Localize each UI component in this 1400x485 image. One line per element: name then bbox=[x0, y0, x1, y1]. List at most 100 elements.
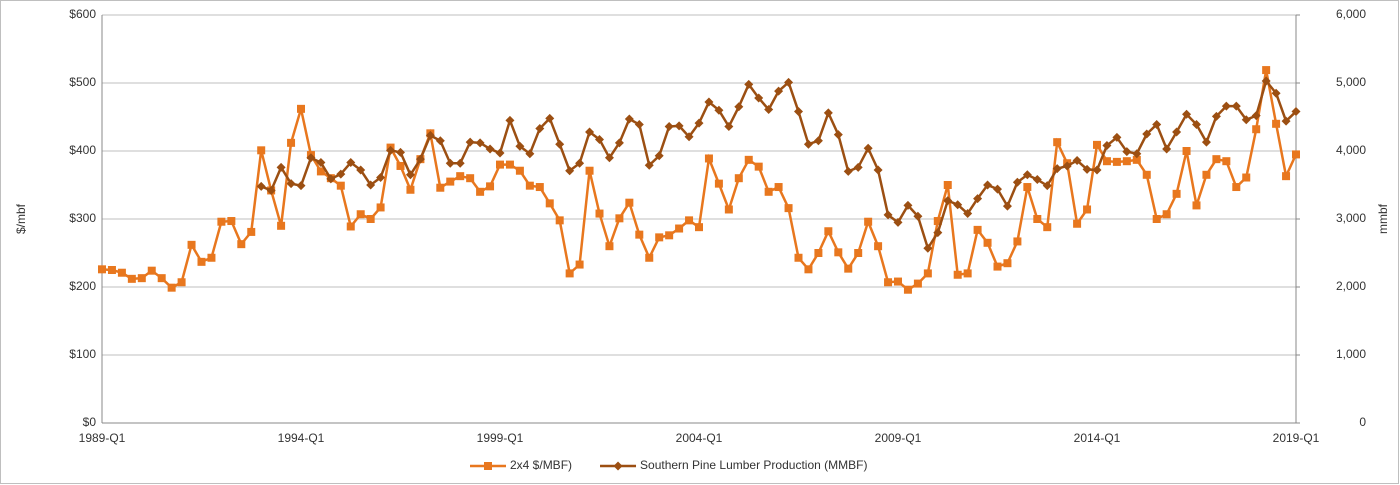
point bbox=[1032, 175, 1042, 185]
point bbox=[1003, 259, 1012, 268]
point bbox=[1291, 107, 1301, 117]
y2-axis-label: mmbf bbox=[1376, 203, 1390, 234]
point bbox=[923, 269, 932, 278]
legend-label: 2x4 $/MBF) bbox=[510, 458, 572, 472]
point bbox=[1112, 157, 1121, 166]
point bbox=[1023, 183, 1032, 192]
point bbox=[973, 225, 982, 234]
point bbox=[764, 105, 774, 115]
point bbox=[993, 184, 1002, 194]
point bbox=[346, 222, 355, 231]
point bbox=[714, 105, 724, 115]
point bbox=[237, 240, 246, 249]
point bbox=[575, 158, 585, 168]
point bbox=[445, 158, 455, 168]
point bbox=[545, 113, 555, 123]
point bbox=[227, 217, 236, 226]
point bbox=[1221, 101, 1231, 111]
point bbox=[595, 134, 604, 144]
point bbox=[1262, 66, 1271, 75]
point bbox=[177, 278, 186, 287]
point bbox=[983, 180, 993, 190]
point bbox=[277, 221, 286, 230]
point bbox=[1241, 115, 1251, 125]
point bbox=[963, 209, 973, 219]
point bbox=[874, 242, 883, 251]
point bbox=[1073, 219, 1082, 228]
point bbox=[496, 160, 504, 169]
y-tick-label: $200 bbox=[69, 279, 96, 293]
point bbox=[446, 177, 455, 186]
point bbox=[605, 242, 614, 251]
point bbox=[784, 77, 794, 87]
point bbox=[595, 209, 604, 218]
point bbox=[1162, 144, 1172, 154]
point bbox=[167, 283, 176, 292]
point bbox=[197, 257, 206, 266]
point bbox=[1192, 119, 1201, 129]
point bbox=[316, 158, 326, 168]
point bbox=[774, 86, 784, 96]
point bbox=[565, 166, 575, 176]
point bbox=[525, 181, 534, 190]
point bbox=[366, 215, 375, 223]
point bbox=[585, 166, 594, 175]
point bbox=[843, 166, 853, 176]
y-tick-label: $400 bbox=[69, 143, 96, 157]
point bbox=[396, 161, 405, 170]
point bbox=[604, 153, 614, 163]
y2-tick-label: 2,000 bbox=[1336, 279, 1366, 293]
point bbox=[913, 211, 923, 221]
point bbox=[1002, 201, 1012, 211]
point bbox=[923, 243, 933, 253]
point bbox=[1272, 119, 1281, 128]
point bbox=[903, 200, 913, 210]
y-tick-label: $0 bbox=[83, 415, 97, 429]
point bbox=[535, 124, 545, 134]
point bbox=[276, 162, 286, 172]
point bbox=[1172, 127, 1182, 137]
point bbox=[834, 248, 843, 257]
point bbox=[405, 170, 415, 180]
point bbox=[1271, 88, 1281, 98]
point bbox=[724, 205, 733, 214]
point bbox=[664, 122, 674, 132]
point bbox=[555, 216, 564, 225]
point bbox=[1042, 181, 1052, 191]
point bbox=[894, 277, 902, 286]
point bbox=[675, 224, 684, 233]
point bbox=[754, 93, 764, 103]
point bbox=[973, 194, 983, 204]
point bbox=[217, 217, 226, 226]
point bbox=[1022, 170, 1032, 180]
x-tick-label: 1999-Q1 bbox=[477, 431, 524, 445]
point bbox=[873, 165, 883, 175]
point bbox=[714, 179, 723, 188]
point bbox=[1053, 138, 1062, 147]
point bbox=[465, 137, 475, 147]
point bbox=[505, 115, 515, 125]
x-tick-label: 2014-Q1 bbox=[1074, 431, 1121, 445]
point bbox=[744, 79, 754, 89]
point bbox=[425, 130, 435, 140]
point bbox=[565, 269, 574, 278]
point bbox=[336, 169, 346, 179]
point bbox=[396, 147, 405, 157]
point bbox=[784, 204, 793, 213]
point bbox=[326, 174, 336, 184]
point bbox=[1122, 157, 1131, 166]
point bbox=[803, 139, 813, 149]
point bbox=[207, 253, 216, 262]
point bbox=[306, 153, 316, 163]
point bbox=[844, 264, 853, 273]
point bbox=[684, 132, 694, 142]
point bbox=[1202, 170, 1211, 179]
point bbox=[1083, 205, 1092, 214]
point bbox=[704, 97, 714, 107]
point bbox=[1062, 161, 1072, 171]
point bbox=[634, 119, 644, 129]
x-tick-label: 1994-Q1 bbox=[278, 431, 325, 445]
point bbox=[1142, 170, 1151, 179]
point bbox=[495, 148, 505, 158]
